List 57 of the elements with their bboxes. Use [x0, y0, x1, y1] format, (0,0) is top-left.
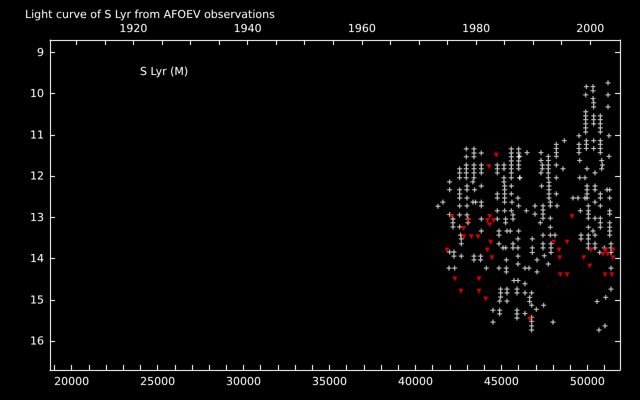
point	[570, 214, 575, 220]
point	[491, 218, 496, 224]
x2-tick-label: 1960	[348, 22, 376, 35]
point	[581, 255, 586, 260]
point	[449, 214, 454, 220]
y-tick-label: 10	[30, 87, 44, 100]
point	[484, 247, 490, 252]
point	[602, 272, 608, 278]
point	[452, 276, 458, 282]
point	[609, 272, 614, 278]
x-tick-label: 20000	[54, 375, 90, 388]
point	[610, 255, 616, 260]
point	[488, 240, 494, 245]
y-tick-label: 12	[30, 170, 44, 183]
point	[476, 288, 482, 294]
x-tick-label: 30000	[226, 375, 262, 388]
point	[486, 164, 492, 170]
point	[461, 226, 466, 232]
point	[557, 255, 562, 260]
x-tick-label: 45000	[484, 375, 519, 388]
point	[564, 272, 570, 278]
point	[487, 214, 492, 220]
x-tick-label: 25000	[140, 375, 176, 388]
x2-tick-label: 1940	[234, 22, 262, 35]
x-tick-label: 35000	[312, 375, 347, 388]
y-tick-label: 13	[30, 210, 44, 224]
point	[468, 234, 474, 240]
point	[556, 247, 562, 252]
point	[489, 255, 494, 260]
point	[461, 234, 466, 240]
point	[558, 272, 563, 278]
point	[458, 288, 464, 294]
x2-tick-label: 1920	[119, 22, 148, 35]
point	[476, 276, 482, 282]
point	[600, 252, 606, 257]
point	[494, 152, 499, 158]
point	[475, 234, 480, 240]
y-tick-label: 14	[30, 252, 44, 266]
y-tick-label: 9	[37, 46, 44, 59]
point	[564, 240, 570, 245]
point	[484, 218, 490, 224]
point	[605, 252, 610, 257]
y-tick-label: 15	[30, 293, 44, 306]
point	[587, 264, 592, 269]
annotation: S Lyr (M)	[140, 65, 188, 78]
point	[444, 247, 450, 252]
x2-tick-label: 1980	[462, 22, 490, 35]
x-tick-label: 50000	[570, 375, 605, 388]
point	[483, 296, 488, 302]
x-tick-label: 40000	[398, 375, 433, 388]
y-tick-label: 11	[30, 128, 44, 142]
point	[487, 222, 492, 228]
y-tick-label: 16	[30, 334, 44, 348]
point	[588, 247, 594, 252]
point	[551, 240, 556, 245]
chart-title: Light curve of S Lyr from AFOEV observations	[25, 8, 276, 21]
x2-tick-label: 2000	[576, 22, 604, 35]
